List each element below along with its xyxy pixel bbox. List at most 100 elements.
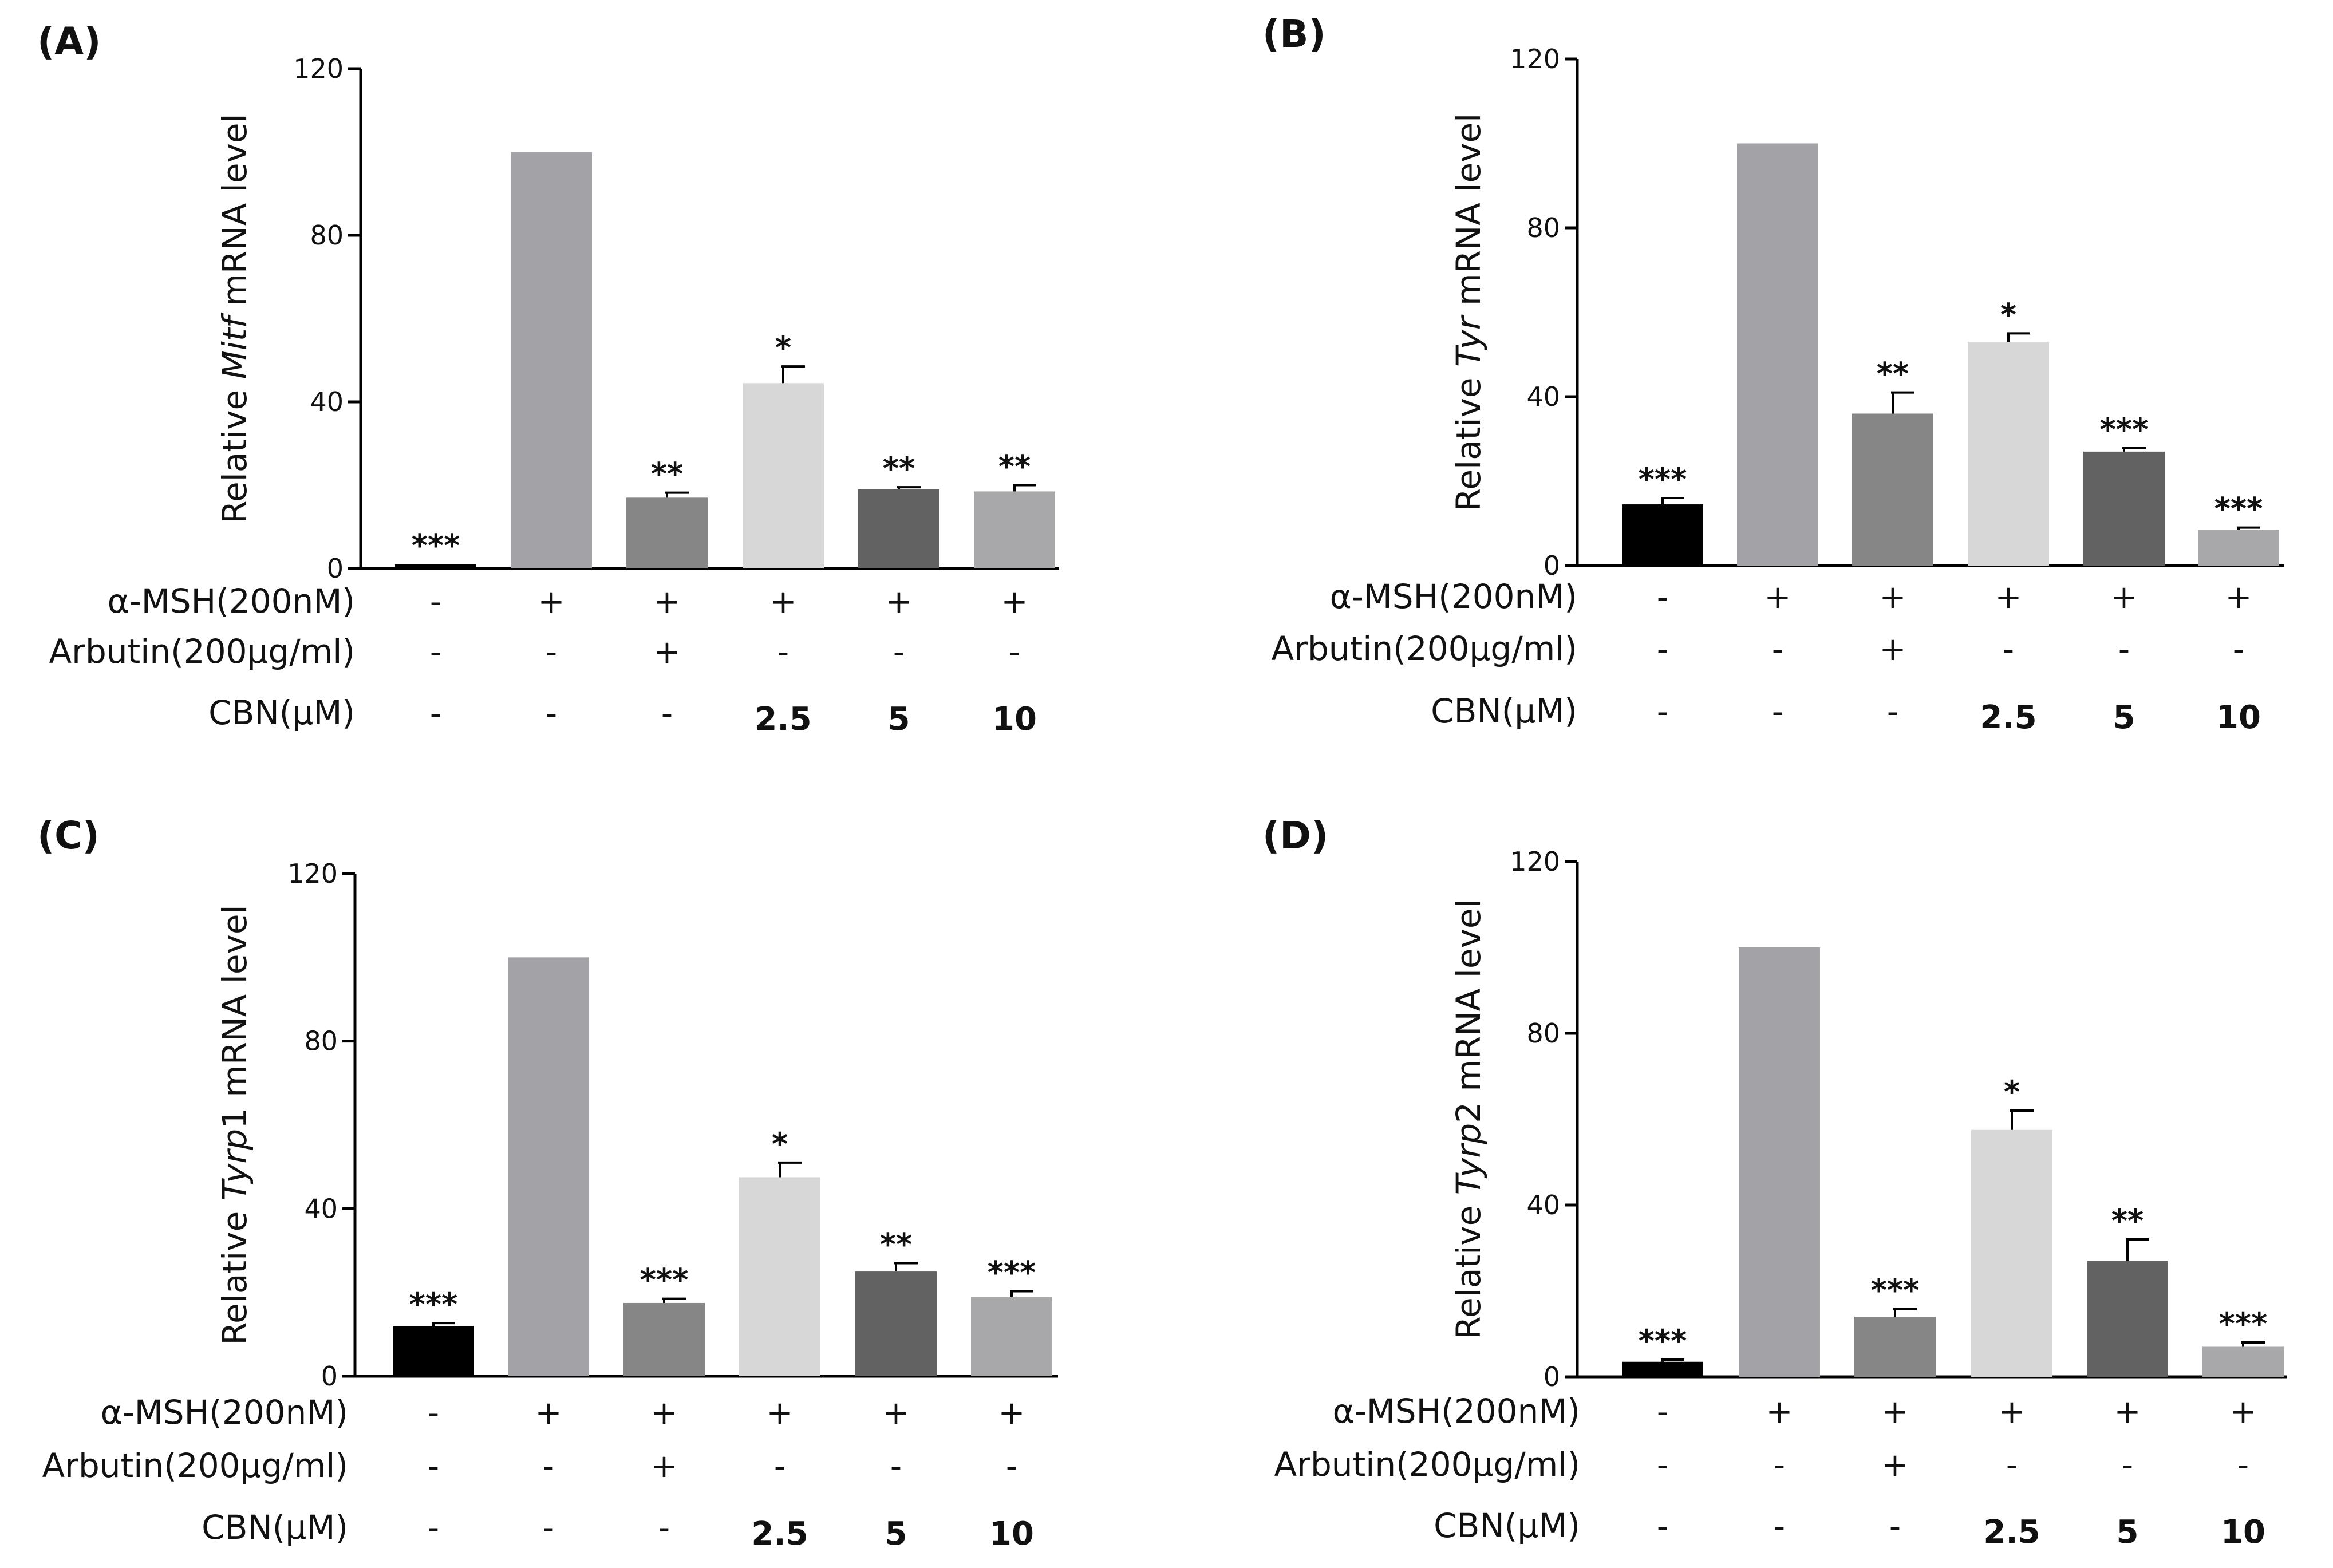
condition-value: - (1772, 631, 1783, 668)
condition-value: - (2233, 631, 2244, 668)
condition-value: + (1995, 579, 2022, 616)
y-tick-label: 0 (1544, 1361, 1560, 1392)
bar (2083, 451, 2165, 566)
y-tick-label: 0 (321, 1361, 338, 1392)
condition-value: + (1764, 579, 1791, 616)
significance-marker: *** (1871, 1273, 1920, 1309)
significance-marker: *** (1639, 1323, 1687, 1359)
bar (1737, 143, 1818, 566)
significance-marker: * (775, 330, 791, 366)
bar (1852, 413, 1933, 566)
condition-value: - (893, 634, 905, 671)
y-axis-title-prefix: Relative (215, 1200, 254, 1345)
condition-label: Arbutin(200μg/ml) (1274, 1445, 1580, 1484)
bar (2198, 530, 2279, 566)
condition-value: - (1657, 1447, 1668, 1484)
bar (1971, 1129, 2052, 1377)
bar (511, 152, 592, 568)
condition-label: Arbutin(200μg/ml) (1271, 629, 1577, 668)
condition-value: - (2122, 1447, 2133, 1484)
condition-value: 10 (2216, 699, 2261, 736)
condition-value: + (651, 1395, 678, 1432)
y-axis-title: Relative Mitf mRNA level (215, 113, 254, 523)
y-tick-label: 80 (304, 1026, 338, 1057)
y-tick-label: 0 (327, 553, 344, 584)
condition-value: 2.5 (755, 701, 811, 738)
condition-value: - (2006, 1447, 2018, 1484)
condition-value: + (538, 583, 565, 621)
bar (2202, 1346, 2284, 1377)
bar (626, 497, 708, 568)
condition-value: - (430, 583, 441, 621)
y-axis-title-gene: Tyr (1449, 314, 1488, 367)
bar (2087, 1261, 2168, 1377)
y-tick-label: 120 (1510, 44, 1560, 74)
condition-value: - (1657, 631, 1668, 668)
condition-value: - (428, 1510, 439, 1547)
significance-marker: *** (2100, 412, 2149, 448)
significance-marker: * (772, 1126, 788, 1162)
y-axis-title: Relative Tyrp2 mRNA level (1449, 899, 1488, 1339)
condition-value: + (654, 634, 681, 671)
bar (508, 957, 589, 1376)
y-tick-label: 40 (310, 386, 344, 417)
condition-label: CBN(μM) (1434, 1506, 1580, 1545)
bar (739, 1177, 820, 1376)
condition-value: 10 (2221, 1514, 2265, 1551)
condition-value: - (1657, 579, 1668, 616)
condition-label: Arbutin(200μg/ml) (42, 1446, 348, 1485)
condition-value: 5 (885, 1515, 907, 1553)
significance-marker: ** (2111, 1203, 2143, 1239)
condition-value: - (428, 1448, 439, 1485)
condition-value: 10 (989, 1515, 1034, 1553)
condition-value: - (1774, 1447, 1785, 1484)
condition-value: - (1657, 1393, 1668, 1431)
y-axis-title-prefix: Relative (215, 379, 254, 523)
condition-value: - (1657, 693, 1668, 730)
condition-value: - (430, 695, 441, 732)
significance-marker: *** (412, 528, 460, 564)
bar (393, 1326, 474, 1376)
bar (1622, 504, 1703, 566)
bar (743, 383, 824, 568)
condition-label: α-MSH(200nM) (108, 582, 355, 621)
significance-marker: ** (651, 456, 683, 492)
condition-value: - (546, 634, 557, 671)
condition-value: - (1772, 693, 1783, 730)
condition-value: + (886, 583, 913, 621)
condition-label: CBN(μM) (1431, 692, 1577, 730)
significance-marker: * (2000, 297, 2016, 333)
bar (1854, 1317, 1936, 1377)
condition-value: 2.5 (1983, 1514, 2040, 1551)
condition-value: + (2225, 579, 2252, 616)
condition-value: + (767, 1395, 794, 1432)
y-tick-label: 80 (1526, 212, 1560, 243)
condition-value: 2.5 (751, 1515, 808, 1553)
significance-marker: *** (409, 1286, 458, 1322)
condition-label: α-MSH(200nM) (1333, 1392, 1580, 1431)
condition-value: + (651, 1448, 678, 1485)
y-axis-title: Relative Tyr mRNA level (1449, 113, 1488, 512)
condition-value: - (1006, 1448, 1017, 1485)
bar (623, 1302, 705, 1376)
significance-marker: * (2004, 1074, 2020, 1110)
y-axis-title-suffix: mRNA level (1449, 113, 1488, 317)
condition-label: CBN(μM) (202, 1508, 348, 1547)
condition-value: - (2237, 1447, 2249, 1484)
significance-marker: *** (2214, 491, 2263, 527)
condition-value: + (998, 1395, 1025, 1432)
condition-value: - (1657, 1508, 1668, 1545)
condition-value: + (1880, 579, 1906, 616)
condition-value: + (1766, 1393, 1793, 1431)
condition-value: - (543, 1510, 554, 1547)
condition-value: + (1999, 1393, 2026, 1431)
condition-value: + (2111, 579, 2138, 616)
condition-value: + (1882, 1447, 1909, 1484)
y-axis-title-gene: Tyrp (215, 1129, 254, 1200)
significance-marker: ** (880, 1226, 912, 1262)
significance-marker: *** (2219, 1306, 2268, 1342)
y-tick-label: 120 (293, 53, 344, 84)
